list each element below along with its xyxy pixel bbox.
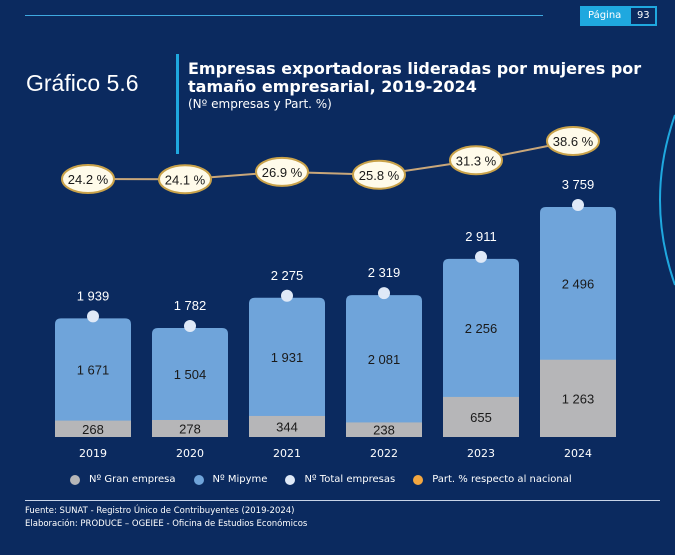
label-part: 24.1 % — [165, 172, 206, 187]
source-note: Fuente: SUNAT - Registro Único de Contri… — [25, 506, 295, 516]
label-gran-empresa: 268 — [82, 422, 104, 437]
legend-item-total: Nº Total empresas — [285, 474, 395, 485]
page-indicator: Página 93 — [580, 6, 658, 26]
title-divider — [176, 54, 179, 154]
page-label: Página — [580, 6, 630, 26]
label-mipyme: 1 504 — [174, 367, 207, 382]
bar-mipyme — [443, 258, 519, 437]
bar-mipyme — [249, 297, 325, 437]
decorative-arc — [659, 114, 675, 286]
label-mipyme: 2 496 — [562, 276, 595, 291]
part-marker — [255, 156, 309, 187]
label-mipyme: 2 256 — [465, 321, 498, 336]
label-part: 25.8 % — [359, 168, 400, 183]
bar-mipyme — [152, 327, 228, 437]
bar-gran-empresa — [540, 359, 616, 437]
label-total: 2 319 — [368, 265, 401, 280]
bar-mipyme — [55, 318, 131, 437]
legend-label: Nº Gran empresa — [89, 474, 176, 485]
label-part: 38.6 % — [553, 134, 594, 149]
bar-mipyme — [346, 295, 422, 437]
label-total: 1 939 — [77, 288, 110, 303]
label-part: 26.9 % — [262, 165, 303, 180]
label-gran-empresa: 344 — [276, 419, 298, 434]
legend-label: Nº Mipyme — [212, 474, 268, 485]
total-marker — [184, 319, 196, 332]
legend-swatch — [70, 474, 80, 485]
figure-number: Gráfico 5.6 — [26, 70, 139, 96]
legend-swatch — [413, 474, 424, 485]
bar-gran-empresa — [152, 419, 228, 437]
part-marker — [158, 164, 212, 195]
legend: Nº Gran empresa Nº Mipyme Nº Total empre… — [70, 474, 572, 485]
footer-rule — [25, 500, 660, 501]
header-rule — [25, 15, 543, 16]
chart-area: 268 1 671 1 939 2019 278 1 504 1 782 2020 344 1 9… — [55, 114, 675, 460]
legend-item-part: Part. % respecto al nacional — [413, 474, 572, 485]
legend-swatch — [285, 474, 296, 485]
part-marker — [61, 164, 115, 194]
part-marker — [449, 145, 503, 176]
bar-gran-empresa — [443, 396, 519, 437]
elaboration-note: Elaboración: PRODUCE – OGEIEE - Oficina … — [25, 519, 308, 529]
total-marker — [378, 287, 390, 300]
label-mipyme: 1 931 — [271, 350, 304, 365]
part-marker — [546, 125, 600, 156]
label-gran-empresa: 278 — [179, 421, 201, 436]
bar-gran-empresa — [55, 420, 131, 437]
total-marker — [87, 310, 99, 323]
label-total: 3 759 — [562, 177, 595, 192]
bar-gran-empresa — [346, 422, 422, 437]
legend-item-mipyme: Nº Mipyme — [193, 474, 268, 485]
legend-label: Part. % respecto al nacional — [432, 474, 572, 485]
x-tick-label: 2024 — [564, 447, 592, 460]
legend-item-gran: Nº Gran empresa — [70, 474, 176, 485]
label-gran-empresa: 1 263 — [562, 391, 595, 406]
label-mipyme: 2 081 — [368, 352, 401, 367]
label-mipyme: 1 671 — [77, 362, 110, 377]
label-gran-empresa: 238 — [373, 423, 395, 438]
x-tick-label: 2020 — [176, 447, 204, 460]
page-number: 93 — [629, 6, 658, 26]
label-total: 2 275 — [271, 268, 304, 283]
legend-label: Nº Total empresas — [304, 474, 396, 485]
total-marker — [572, 199, 584, 211]
x-tick-label: 2022 — [370, 447, 398, 460]
label-part: 24.2 % — [68, 172, 109, 187]
x-tick-label: 2021 — [273, 447, 301, 460]
label-total: 2 911 — [465, 229, 497, 244]
bar-gran-empresa — [249, 415, 325, 437]
label-part: 31.3 % — [456, 153, 497, 168]
label-total: 1 782 — [174, 298, 207, 313]
x-tick-label: 2023 — [467, 447, 495, 460]
total-marker — [281, 289, 293, 302]
legend-swatch — [193, 474, 204, 485]
chart-subtitle: (Nº empresas y Part. %) — [188, 97, 332, 111]
x-tick-label: 2019 — [79, 447, 107, 460]
total-marker — [475, 250, 487, 263]
part-marker — [352, 159, 406, 190]
label-gran-empresa: 655 — [470, 410, 492, 425]
chart-title: Empresas exportadoras lideradas por muje… — [188, 59, 642, 96]
